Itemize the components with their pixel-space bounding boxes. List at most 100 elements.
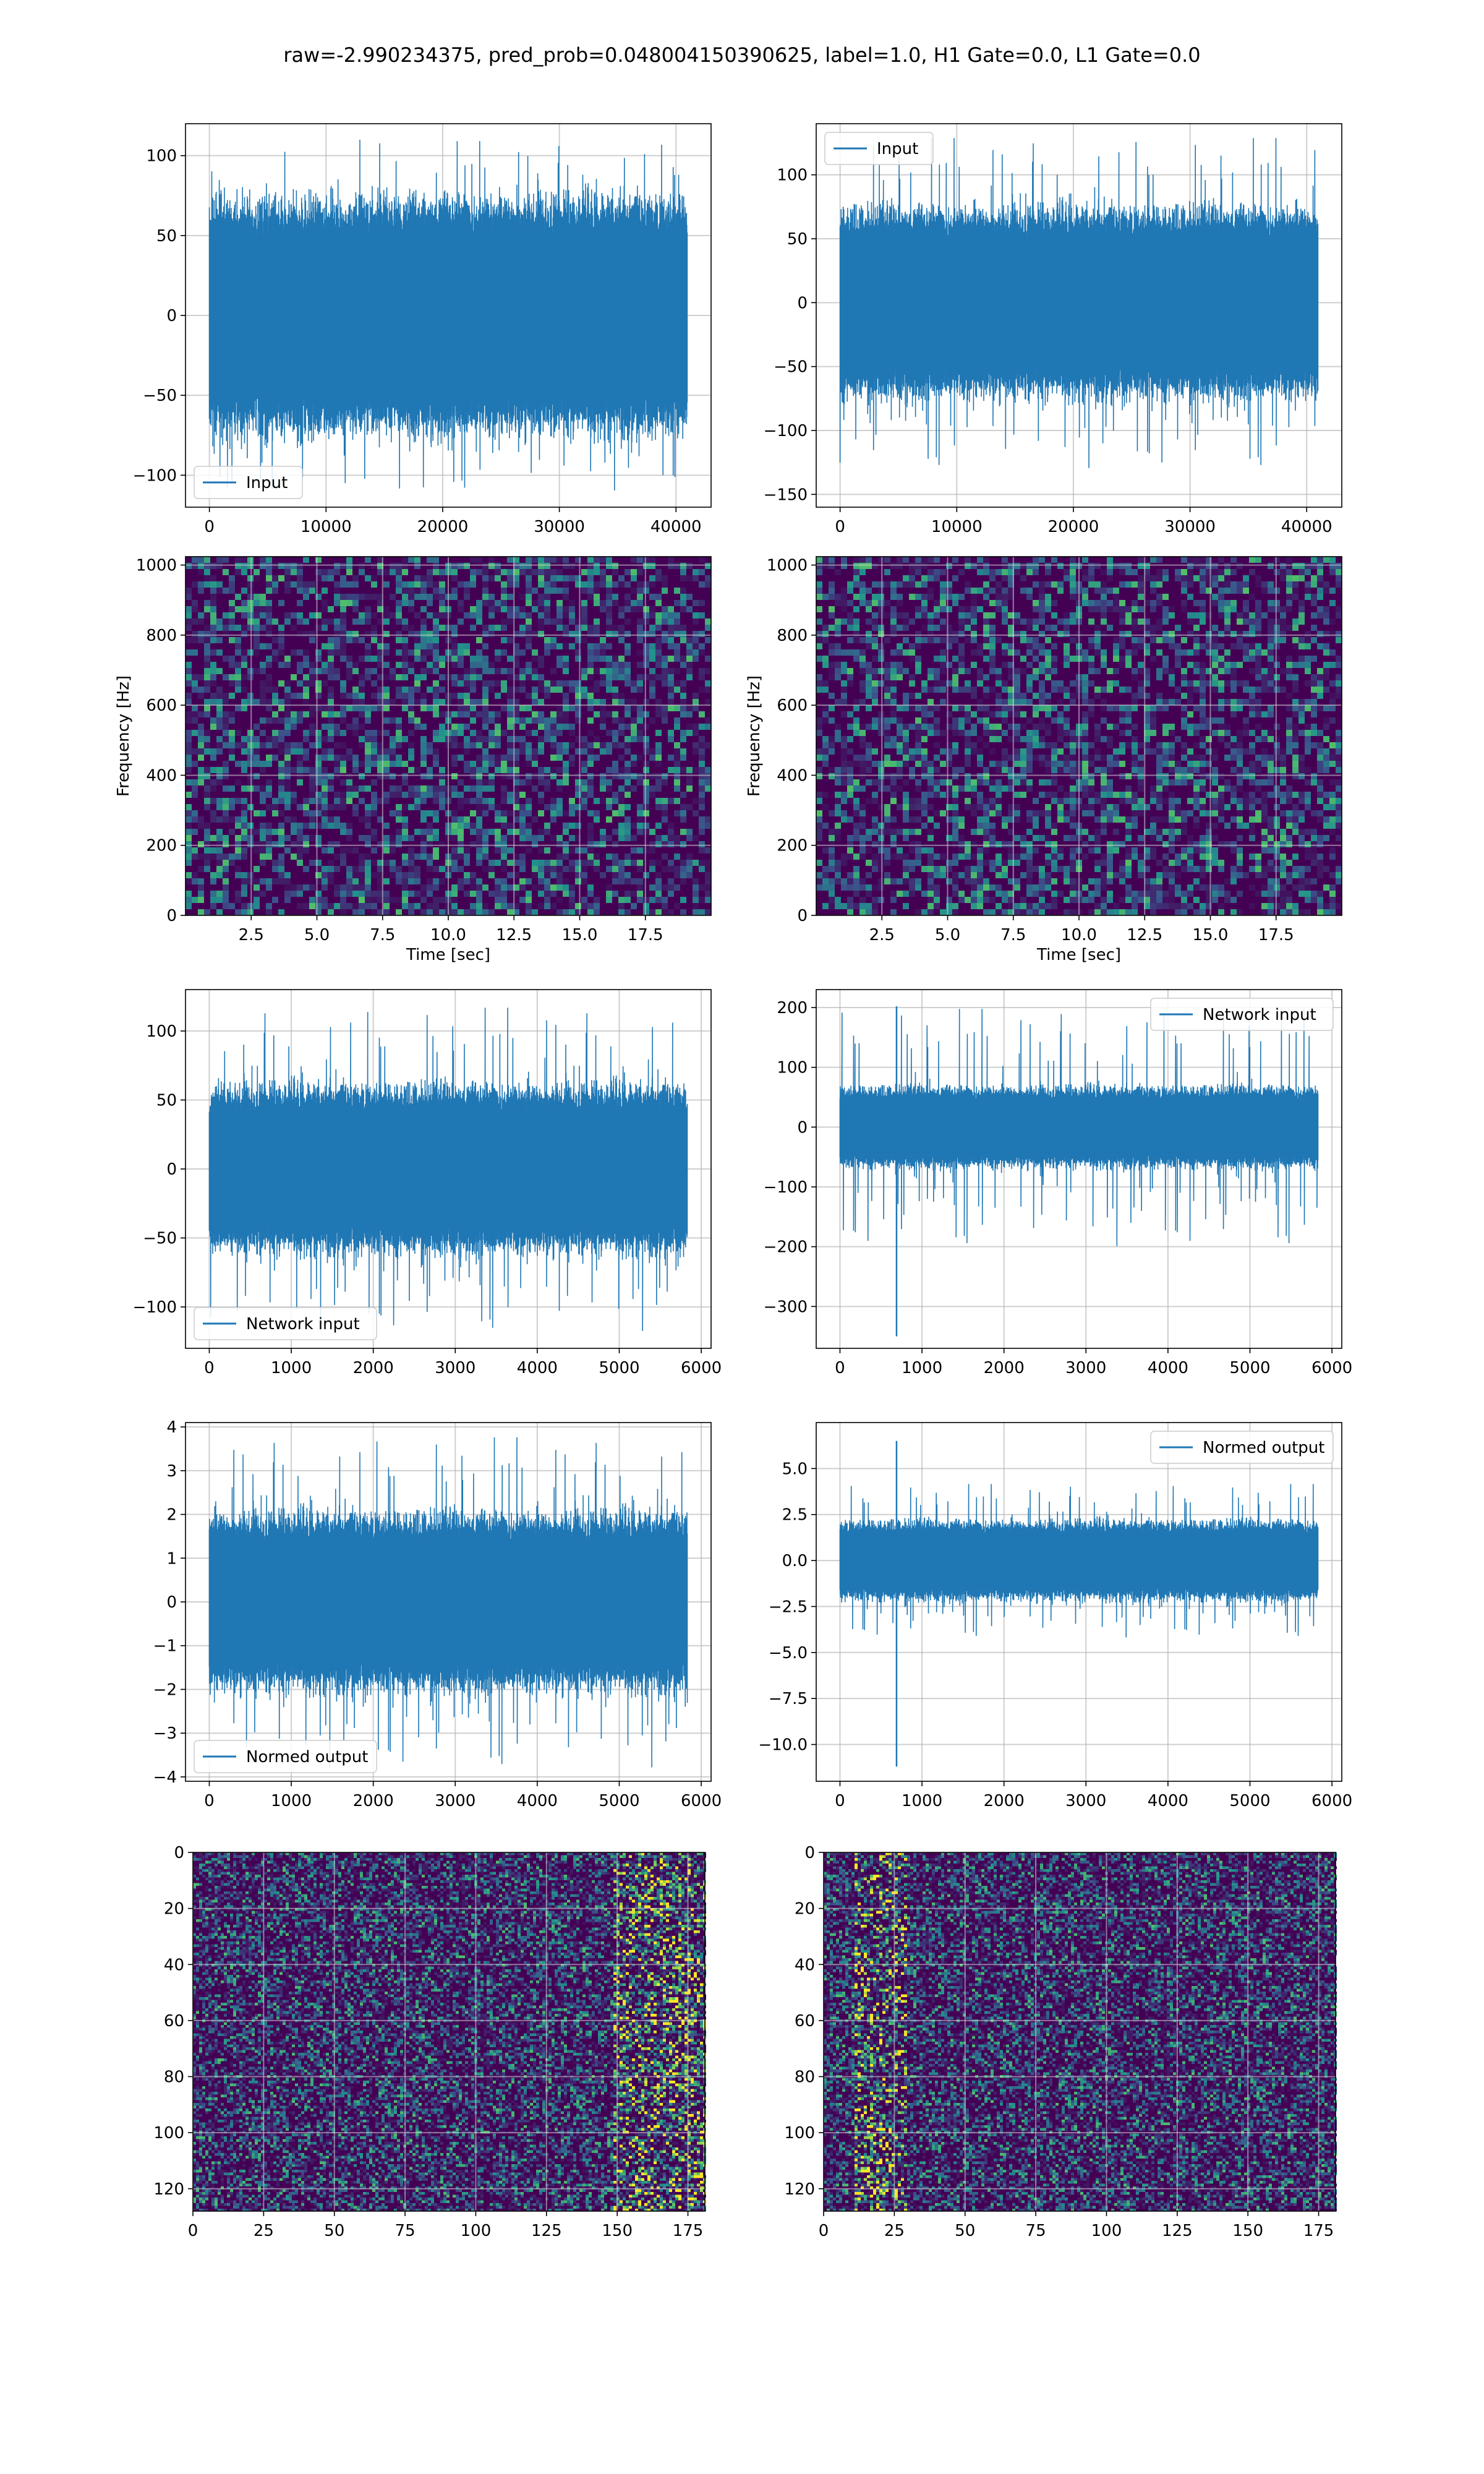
y-tick-label: 2.5 bbox=[782, 1506, 808, 1525]
y-tick-label: 0 bbox=[797, 294, 808, 312]
x-tick-label: 30000 bbox=[1164, 518, 1216, 536]
y-tick-label: −50 bbox=[774, 358, 808, 377]
x-tick-label: 2000 bbox=[984, 1792, 1025, 1810]
y-tick-label: 20 bbox=[164, 1900, 184, 1919]
x-tick-label: 1000 bbox=[902, 1792, 942, 1810]
y-tick-label: 100 bbox=[146, 1022, 177, 1041]
y-tick-label: 0.0 bbox=[782, 1552, 808, 1570]
panel-7: 0 1000 2000 3000 4000 5000 6000−4−3−2−101234No… bbox=[153, 1418, 722, 1810]
y-tick-label: −1 bbox=[153, 1637, 177, 1656]
x-tick-label: 3000 bbox=[435, 1792, 475, 1810]
series-core bbox=[840, 1102, 1318, 1152]
x-tick-label: 175 bbox=[1303, 2222, 1334, 2240]
y-tick-label: 60 bbox=[164, 2012, 184, 2031]
y-tick-label: −200 bbox=[764, 1238, 808, 1257]
panel-4: 2.5 5.0 7.5 10.0 12.5 15.0 17.5020040060080010… bbox=[745, 557, 1342, 964]
x-tick-label: 6000 bbox=[1311, 1359, 1352, 1377]
x-tick-label: 10000 bbox=[931, 518, 983, 536]
y-tick-label: 20 bbox=[795, 1900, 815, 1919]
x-tick-label: 3000 bbox=[1065, 1359, 1106, 1377]
legend: Input bbox=[194, 466, 302, 499]
y-tick-label: −100 bbox=[133, 1298, 177, 1317]
y-tick-label: 200 bbox=[146, 837, 177, 855]
x-tick-label: 2.5 bbox=[239, 926, 264, 944]
x-tick-label: 3000 bbox=[435, 1359, 475, 1377]
y-tick-label: 120 bbox=[153, 2180, 184, 2199]
x-tick-label: 50 bbox=[324, 2222, 344, 2240]
x-tick-label: 125 bbox=[531, 2222, 562, 2240]
legend: Network input bbox=[1151, 998, 1333, 1030]
y-tick-label: 5.0 bbox=[782, 1460, 808, 1478]
y-tick-label: 800 bbox=[146, 627, 177, 645]
y-tick-label: −3 bbox=[153, 1724, 177, 1743]
x-tick-label: 10000 bbox=[301, 518, 352, 536]
x-tick-label: 2000 bbox=[353, 1359, 394, 1377]
y-tick-label: −50 bbox=[143, 387, 177, 405]
x-tick-label: 150 bbox=[602, 2222, 633, 2240]
y-tick-label: −10.0 bbox=[758, 1736, 808, 1755]
x-tick-label: 25 bbox=[254, 2222, 274, 2240]
legend-label: Input bbox=[877, 140, 918, 158]
x-tick-label: 0 bbox=[835, 518, 845, 536]
x-tick-label: 5000 bbox=[599, 1792, 639, 1810]
y-tick-label: 800 bbox=[777, 627, 808, 645]
y-tick-label: 600 bbox=[777, 696, 808, 715]
x-tick-label: 0 bbox=[819, 2222, 829, 2240]
x-tick-label: 175 bbox=[673, 2222, 704, 2240]
y-tick-label: −100 bbox=[764, 1178, 808, 1197]
x-tick-label: 4000 bbox=[1148, 1359, 1188, 1377]
y-tick-label: 100 bbox=[777, 166, 808, 185]
y-tick-label: −7.5 bbox=[769, 1690, 808, 1708]
y-tick-label: 4 bbox=[166, 1418, 177, 1437]
y-tick-label: −50 bbox=[143, 1230, 177, 1248]
y-tick-label: 100 bbox=[146, 147, 177, 166]
y-tick-label: −4 bbox=[153, 1768, 177, 1787]
x-tick-label: 3000 bbox=[1065, 1792, 1106, 1810]
y-axis-label: Frequency [Hz] bbox=[114, 675, 133, 797]
panel-2: 0 10000 20000 30000 40000−150−100−50050100In… bbox=[764, 124, 1342, 536]
x-tick-label: 0 bbox=[204, 1792, 215, 1810]
y-tick-label: −5.0 bbox=[769, 1644, 808, 1663]
y-tick-label: −100 bbox=[764, 422, 808, 440]
y-tick-label: 100 bbox=[153, 2124, 184, 2142]
x-tick-label: 0 bbox=[204, 1359, 215, 1377]
y-tick-label: 0 bbox=[166, 1160, 177, 1179]
x-tick-label: 0 bbox=[188, 2222, 198, 2240]
y-tick-label: 120 bbox=[784, 2180, 815, 2199]
x-tick-label: 2.5 bbox=[869, 926, 895, 944]
legend-label: Network input bbox=[1203, 1006, 1316, 1024]
y-tick-label: 400 bbox=[146, 766, 177, 785]
x-tick-label: 30000 bbox=[534, 518, 585, 536]
y-tick-label: 400 bbox=[777, 766, 808, 785]
y-tick-label: −300 bbox=[764, 1298, 808, 1316]
x-tick-label: 40000 bbox=[1281, 518, 1333, 536]
x-tick-label: 12.5 bbox=[496, 926, 532, 944]
y-tick-label: 200 bbox=[777, 837, 808, 855]
panel-6: 0 1000 2000 3000 4000 5000 6000−300−200−100010… bbox=[764, 990, 1353, 1377]
x-tick-label: 5.0 bbox=[304, 926, 330, 944]
legend-label: Normed output bbox=[246, 1748, 368, 1766]
x-tick-label: 5.0 bbox=[935, 926, 960, 944]
legend: Network input bbox=[194, 1308, 377, 1340]
plot-area bbox=[816, 990, 1342, 1348]
x-tick-label: 40000 bbox=[650, 518, 702, 536]
x-tick-label: 25 bbox=[884, 2222, 905, 2240]
x-tick-label: 15.0 bbox=[562, 926, 598, 944]
y-tick-label: −100 bbox=[133, 466, 177, 485]
x-tick-label: 15.0 bbox=[1193, 926, 1229, 944]
y-tick-label: −150 bbox=[764, 486, 808, 504]
legend-label: Network input bbox=[246, 1315, 360, 1333]
y-tick-label: 100 bbox=[784, 2124, 815, 2142]
y-tick-label: 0 bbox=[166, 907, 177, 925]
legend: Normed output bbox=[1151, 1431, 1333, 1463]
legend-label: Input bbox=[246, 474, 288, 492]
legend-label: Normed output bbox=[1203, 1439, 1324, 1457]
y-tick-label: 80 bbox=[795, 2068, 815, 2087]
x-tick-label: 10.0 bbox=[430, 926, 466, 944]
x-tick-label: 0 bbox=[835, 1792, 845, 1810]
plot-area bbox=[816, 1423, 1342, 1781]
y-tick-label: 0 bbox=[174, 1844, 184, 1862]
